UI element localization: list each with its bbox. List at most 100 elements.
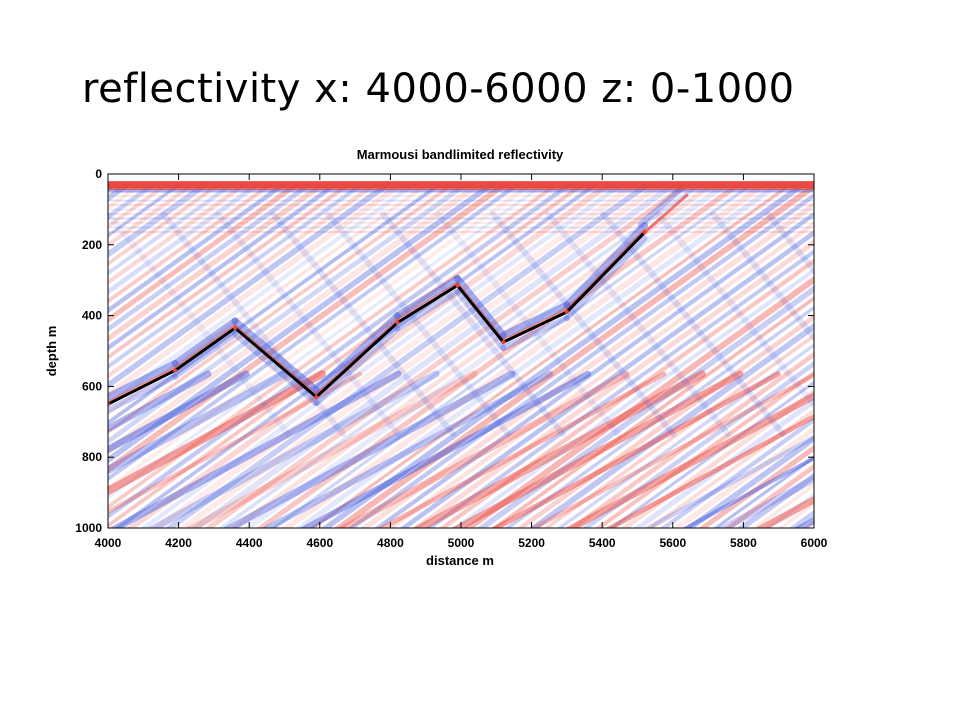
deep-reflector xyxy=(412,370,706,528)
horizon-pick-point xyxy=(501,340,506,345)
dipping-reflector xyxy=(452,267,814,528)
dipping-reflector xyxy=(609,380,814,528)
dipping-reflector xyxy=(108,181,300,323)
horizon-blue-band xyxy=(171,317,239,367)
dipping-reflector xyxy=(426,249,814,528)
dipping-reflector xyxy=(0,184,50,558)
dipping-reflector xyxy=(348,192,814,528)
horizon-blue-band xyxy=(454,288,507,352)
dipping-reflector xyxy=(633,398,814,528)
deep-reflector xyxy=(109,370,402,528)
crossing-reflector xyxy=(380,211,566,437)
horizon-blue-band xyxy=(232,330,320,407)
deep-reflector xyxy=(643,434,814,528)
horizon-pick-point xyxy=(395,320,400,325)
deep-reflector xyxy=(934,374,960,538)
dipping-reflector xyxy=(647,408,814,528)
interpreted-horizon xyxy=(108,230,647,407)
deep-reflector xyxy=(529,372,814,528)
dipping-reflector xyxy=(764,492,814,528)
chart-title: Marmousi bandlimited reflectivity xyxy=(357,147,564,162)
dipping-reflector xyxy=(556,342,814,528)
deep-reflector xyxy=(755,495,814,528)
horizon-blue-band xyxy=(172,330,239,380)
dipping-reflector xyxy=(463,275,814,528)
dipping-reflector xyxy=(108,181,573,520)
dipping-reflector xyxy=(672,425,814,528)
dipping-reflector xyxy=(660,417,814,528)
dipping-reflector xyxy=(724,463,814,528)
dipping-reflector xyxy=(108,181,404,399)
horizon-blue-band xyxy=(453,275,507,339)
dipping-reflector xyxy=(791,184,960,558)
dipping-reflector xyxy=(491,296,814,528)
deep-reflector xyxy=(108,370,250,454)
dipping-reflector xyxy=(595,370,814,528)
deep-reflector xyxy=(337,370,630,528)
crossing-reflector xyxy=(270,211,456,437)
dipping-reflector xyxy=(504,305,814,528)
horizon-red-band xyxy=(643,193,689,234)
dipping-reflector xyxy=(108,181,495,464)
deep-reflector xyxy=(108,370,212,433)
horizon-blue-band xyxy=(637,184,686,228)
dipping-reflector xyxy=(882,184,960,558)
deep-reflector xyxy=(377,371,667,528)
x-axis-label: distance m xyxy=(426,553,494,568)
dipping-reflector xyxy=(256,181,742,528)
dipping-reflector xyxy=(713,455,814,528)
horizon-red-band xyxy=(501,308,569,342)
horizon-red-band xyxy=(108,366,177,404)
dipping-reflector xyxy=(0,184,76,558)
dipping-reflector xyxy=(108,182,273,304)
crossing-reflector xyxy=(600,211,786,437)
dipping-reflector xyxy=(387,220,814,528)
dipping-reflector xyxy=(108,182,520,482)
dipping-reflector xyxy=(108,181,482,455)
dipping-reflector xyxy=(934,184,960,558)
dipping-reflector xyxy=(218,182,702,528)
y-tick-label: 1000 xyxy=(75,521,102,535)
dipping-reflector xyxy=(108,182,455,435)
deep-reflector xyxy=(716,474,814,528)
deep-reflector xyxy=(261,370,554,528)
crossing-reflector xyxy=(655,211,814,410)
dipping-reflector xyxy=(698,444,814,528)
plot-area xyxy=(108,174,814,528)
x-tick-label: 5000 xyxy=(448,536,475,550)
x-tick-label: 5200 xyxy=(518,536,545,550)
x-tick-label: 5800 xyxy=(730,536,757,550)
dipping-reflector xyxy=(908,184,960,558)
dipping-reflector xyxy=(360,201,814,528)
dipping-reflector xyxy=(177,181,664,528)
dipping-reflector xyxy=(108,182,351,360)
deep-reflector xyxy=(108,370,326,496)
crossing-reflector xyxy=(325,211,511,437)
dipping-reflector xyxy=(843,184,960,558)
horizon-pick-point xyxy=(642,230,647,235)
dipping-reflector xyxy=(243,181,729,528)
y-tick-label: 200 xyxy=(82,238,102,252)
dipping-reflector xyxy=(230,181,716,528)
horizon-blue-band xyxy=(231,317,320,394)
x-tick-label: 5400 xyxy=(589,536,616,550)
crossing-reflector xyxy=(545,211,731,437)
dipping-reflector xyxy=(108,182,234,276)
dipping-reflector xyxy=(568,351,814,528)
dipping-reflector xyxy=(374,211,814,528)
dipping-reflector xyxy=(108,181,391,389)
x-tick-label: 4400 xyxy=(236,536,263,550)
dipping-reflector xyxy=(895,184,960,558)
horizon-pick-point xyxy=(564,310,569,315)
horizon-blue-band xyxy=(108,373,179,414)
horizon-red-band xyxy=(173,324,237,370)
dipping-reflector xyxy=(139,181,625,528)
dipping-reflector xyxy=(439,258,814,528)
horizon-pick-point xyxy=(314,395,319,400)
dipping-reflector xyxy=(108,182,442,426)
dipping-reflector xyxy=(817,184,960,558)
dipping-reflector xyxy=(108,181,417,407)
deep-reflector xyxy=(820,374,960,538)
y-tick-label: 400 xyxy=(82,309,102,323)
crossing-reflector xyxy=(490,211,676,437)
